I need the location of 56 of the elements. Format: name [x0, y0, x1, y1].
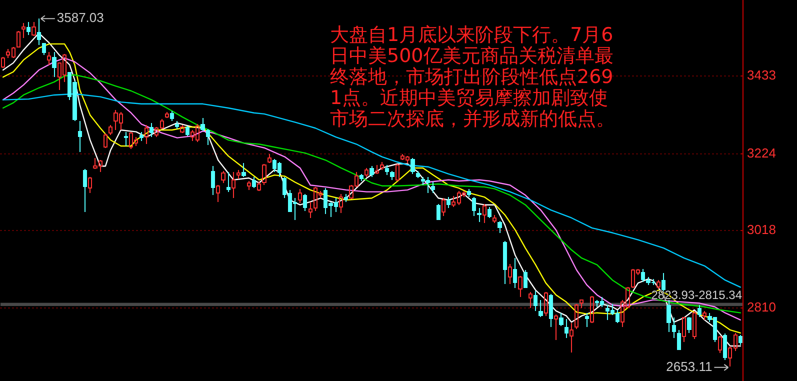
candlestick: [344, 194, 348, 202]
candlestick: [36, 18, 41, 46]
y-tick-label: 3018: [747, 222, 776, 237]
candlestick: [564, 318, 568, 338]
candlestick: [446, 196, 451, 208]
candlestick: [584, 312, 589, 328]
candlestick: [231, 172, 236, 199]
candlestick: [200, 118, 205, 132]
candlestick: [554, 314, 558, 341]
annotation: 2653.11: [666, 358, 712, 374]
candlestick: [467, 188, 472, 198]
candlestick: [534, 290, 538, 312]
candlestick: [82, 170, 88, 212]
candlestick: [666, 299, 671, 332]
candlestick: [359, 173, 364, 182]
annotation: 3587.03: [56, 10, 104, 26]
candlestick: [26, 21, 31, 36]
candlestick: [513, 258, 518, 288]
candlestick: [210, 166, 216, 196]
candlestick: [242, 162, 246, 176]
candlestick: [22, 22, 26, 38]
candlestick: [308, 201, 312, 218]
candlestick: [47, 52, 52, 66]
candlestick: [78, 120, 82, 152]
candlestick: [477, 207, 482, 222]
candlestick: [502, 240, 507, 285]
candlestick: [52, 52, 56, 78]
candlestick: [641, 268, 646, 282]
candlestick: [472, 196, 476, 217]
y-tick-label: 3433: [747, 67, 776, 82]
candlestick: [559, 312, 564, 326]
candlestick: [303, 194, 308, 212]
candlestick: [498, 220, 502, 234]
candlestick: [150, 122, 154, 138]
candlestick: [548, 293, 554, 328]
candlestick: [431, 181, 436, 194]
candlestick: [206, 128, 210, 146]
candlestick: [687, 318, 692, 334]
candlestick: [672, 317, 676, 338]
candlestick: [390, 170, 394, 180]
candlestick: [538, 299, 543, 318]
candlestick: [139, 131, 144, 142]
candlestick: [569, 322, 574, 353]
y-tick-label: 2810: [747, 299, 776, 314]
candlestick: [697, 304, 702, 318]
y-tick-label: 3224: [747, 145, 776, 160]
candlestick: [252, 176, 256, 189]
candlestick: [416, 170, 420, 179]
candlestick: [370, 166, 374, 178]
annotation: 大盘自1月底以来阶段下行。7月6日中美500亿美元商品关税清单最终落地，市场打出阶段性低点2691点。近期中美贸易摩擦加剧致使市场二次探底，并形成新的低点。: [330, 24, 616, 130]
candlestick: [487, 206, 492, 218]
candlestick: [410, 157, 415, 174]
candlestick: [738, 334, 742, 346]
candlestick: [385, 164, 390, 176]
candlestick: [124, 131, 128, 146]
candlestick: [185, 125, 190, 136]
